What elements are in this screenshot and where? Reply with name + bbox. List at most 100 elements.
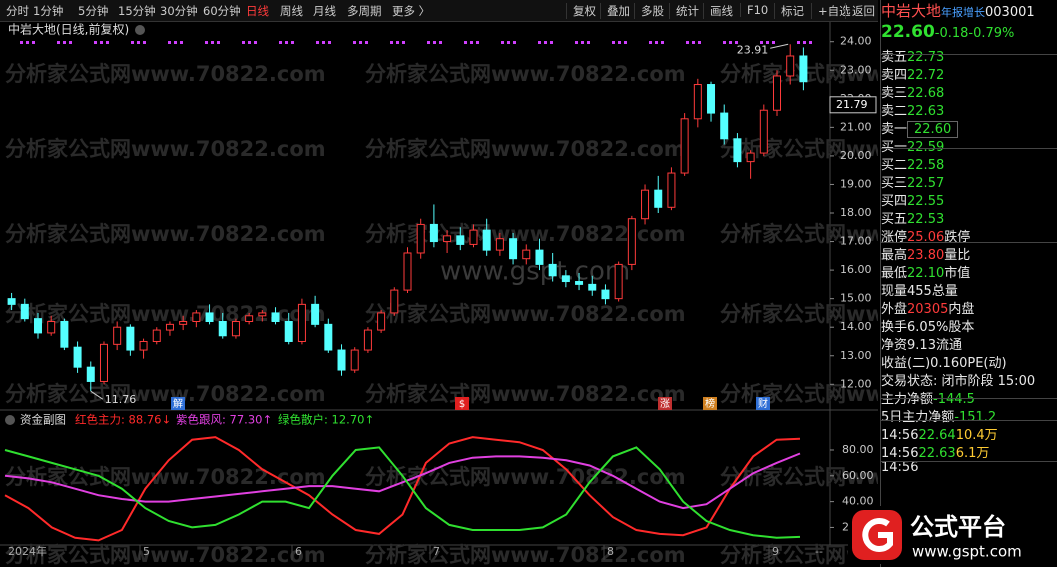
title-dropdown[interactable] <box>135 25 145 35</box>
candle-body <box>152 329 161 342</box>
period-tab[interactable]: 1分钟 <box>33 4 64 18</box>
flow-label: 主力净额 <box>881 392 934 407</box>
book-label: 卖三 <box>881 86 908 101</box>
stat-label: 现量 <box>881 284 908 299</box>
signal-dot <box>581 41 584 44</box>
book-label: 卖五 <box>881 50 908 65</box>
signal-dot <box>550 41 553 44</box>
tool-button[interactable]: 画线 <box>703 3 733 19</box>
candle-body <box>7 298 16 305</box>
stat-label: 外盘 <box>881 302 908 317</box>
candle-body <box>759 109 768 154</box>
tool-button[interactable]: +自选 <box>811 3 851 19</box>
x-tick-label: 6 <box>295 545 302 558</box>
quote-row: 5日主力净额-151.2 <box>881 406 1057 425</box>
event-marker[interactable] <box>703 397 717 410</box>
y-tick-label: 15.00 <box>840 292 872 305</box>
period-tab[interactable]: 日线 <box>246 4 269 18</box>
tool-button[interactable]: 复权 <box>566 3 596 19</box>
tool-button[interactable]: 叠加 <box>600 3 630 19</box>
tool-button[interactable]: 多股 <box>634 3 664 19</box>
candle-body <box>509 238 518 260</box>
period-tab[interactable]: 5分钟 <box>78 4 109 18</box>
quote-row: 最低22.10市值 <box>881 262 1057 281</box>
tool-button[interactable]: 标记 <box>774 3 804 19</box>
candle-body <box>416 223 425 254</box>
candle-body <box>786 55 795 77</box>
book-price: 22.58 <box>907 158 945 173</box>
signal-dot <box>254 41 257 44</box>
candle-body <box>165 323 174 331</box>
candle-body <box>33 318 42 334</box>
stat-label: PE(动) <box>967 356 1007 371</box>
candle-body <box>192 312 201 322</box>
period-tab[interactable]: 周线 <box>280 4 303 18</box>
watermark: 分析家公式网www.70822.com <box>720 222 878 246</box>
candle-body <box>601 289 610 300</box>
candle-body <box>707 84 716 114</box>
signal-dot <box>291 41 294 44</box>
x-tick-label: -- <box>815 545 823 558</box>
tool-button[interactable]: 统计 <box>669 3 699 19</box>
x-tick-label: 5 <box>143 545 150 558</box>
quote-row: 外盘20305内盘 <box>881 298 1057 317</box>
event-marker[interactable] <box>756 397 770 410</box>
logo-graphic: 公式平台 www.gspt.com <box>852 510 1022 561</box>
book-label: 买五 <box>881 212 908 227</box>
candle-body <box>535 249 544 265</box>
quote-row: 卖一 22.60 <box>881 118 1057 138</box>
book-price: 22.73 <box>907 50 945 65</box>
book-label: 买四 <box>881 194 908 209</box>
candle-body <box>126 326 135 351</box>
period-tab[interactable]: 15分钟 <box>118 4 156 18</box>
x-tick-label: 7 <box>433 545 440 558</box>
book-price: 22.55 <box>907 194 945 209</box>
indicator-title: 资金副图 <box>20 413 66 427</box>
candle-body <box>377 312 386 331</box>
period-tab[interactable]: 更多 〉 <box>392 4 431 18</box>
quote-row: 买一22.59 <box>881 136 1057 155</box>
period-tab[interactable]: 30分钟 <box>160 4 198 18</box>
y-tick-label: 40.00 <box>842 495 874 508</box>
y-tick-label: 12.00 <box>840 377 872 390</box>
watermark: 分析家公式网www.70822.com <box>720 62 878 86</box>
watermark: 分析家公式网www.70822.com <box>720 382 878 406</box>
quote-row: 净资9.13流通 <box>881 334 1057 353</box>
tool-button[interactable]: F10 <box>740 3 768 17</box>
period-tab[interactable]: 分时 <box>6 4 29 18</box>
annotation-arrow <box>770 43 789 49</box>
period-tab[interactable]: 多周期 <box>347 4 382 18</box>
x-tick-label: 8 <box>607 545 614 558</box>
y-tick-label: 17.00 <box>840 235 872 248</box>
stat-label: 流通 <box>935 338 962 353</box>
candle-body <box>469 229 478 245</box>
signal-dot <box>470 41 473 44</box>
signal-dot <box>766 41 769 44</box>
quote-row: 交易状态: 闭市阶段 15:00 <box>881 370 1057 389</box>
event-marker[interactable] <box>658 397 672 410</box>
stat-label: 跌停 <box>944 230 971 245</box>
trade-cell: 14:56 <box>881 460 919 475</box>
quote-row: 卖二22.63 <box>881 100 1057 119</box>
period-tab[interactable]: 月线 <box>313 4 336 18</box>
indicator-dropdown[interactable] <box>5 415 15 425</box>
candle-body <box>693 84 702 120</box>
event-marker-label: 涨 <box>660 398 670 410</box>
event-marker[interactable] <box>171 397 185 410</box>
candle-body <box>271 312 280 322</box>
tool-button[interactable]: 返回 <box>845 3 875 19</box>
signal-dot <box>57 41 60 44</box>
event-marker[interactable] <box>455 397 469 410</box>
signal-dot <box>100 41 103 44</box>
divider <box>881 54 1057 55</box>
stat-value: 23.80 <box>907 248 945 263</box>
candle-body <box>575 281 584 285</box>
signal-dot <box>26 41 29 44</box>
quote-row: 中岩大地年报增长003001 <box>881 0 1057 22</box>
event-marker-label: 解 <box>173 397 183 410</box>
period-tab[interactable]: 60分钟 <box>203 4 241 18</box>
quote-row: 买四22.55 <box>881 190 1057 209</box>
candle-body <box>561 275 570 283</box>
candle-body <box>390 289 399 314</box>
candle-body <box>548 263 557 277</box>
